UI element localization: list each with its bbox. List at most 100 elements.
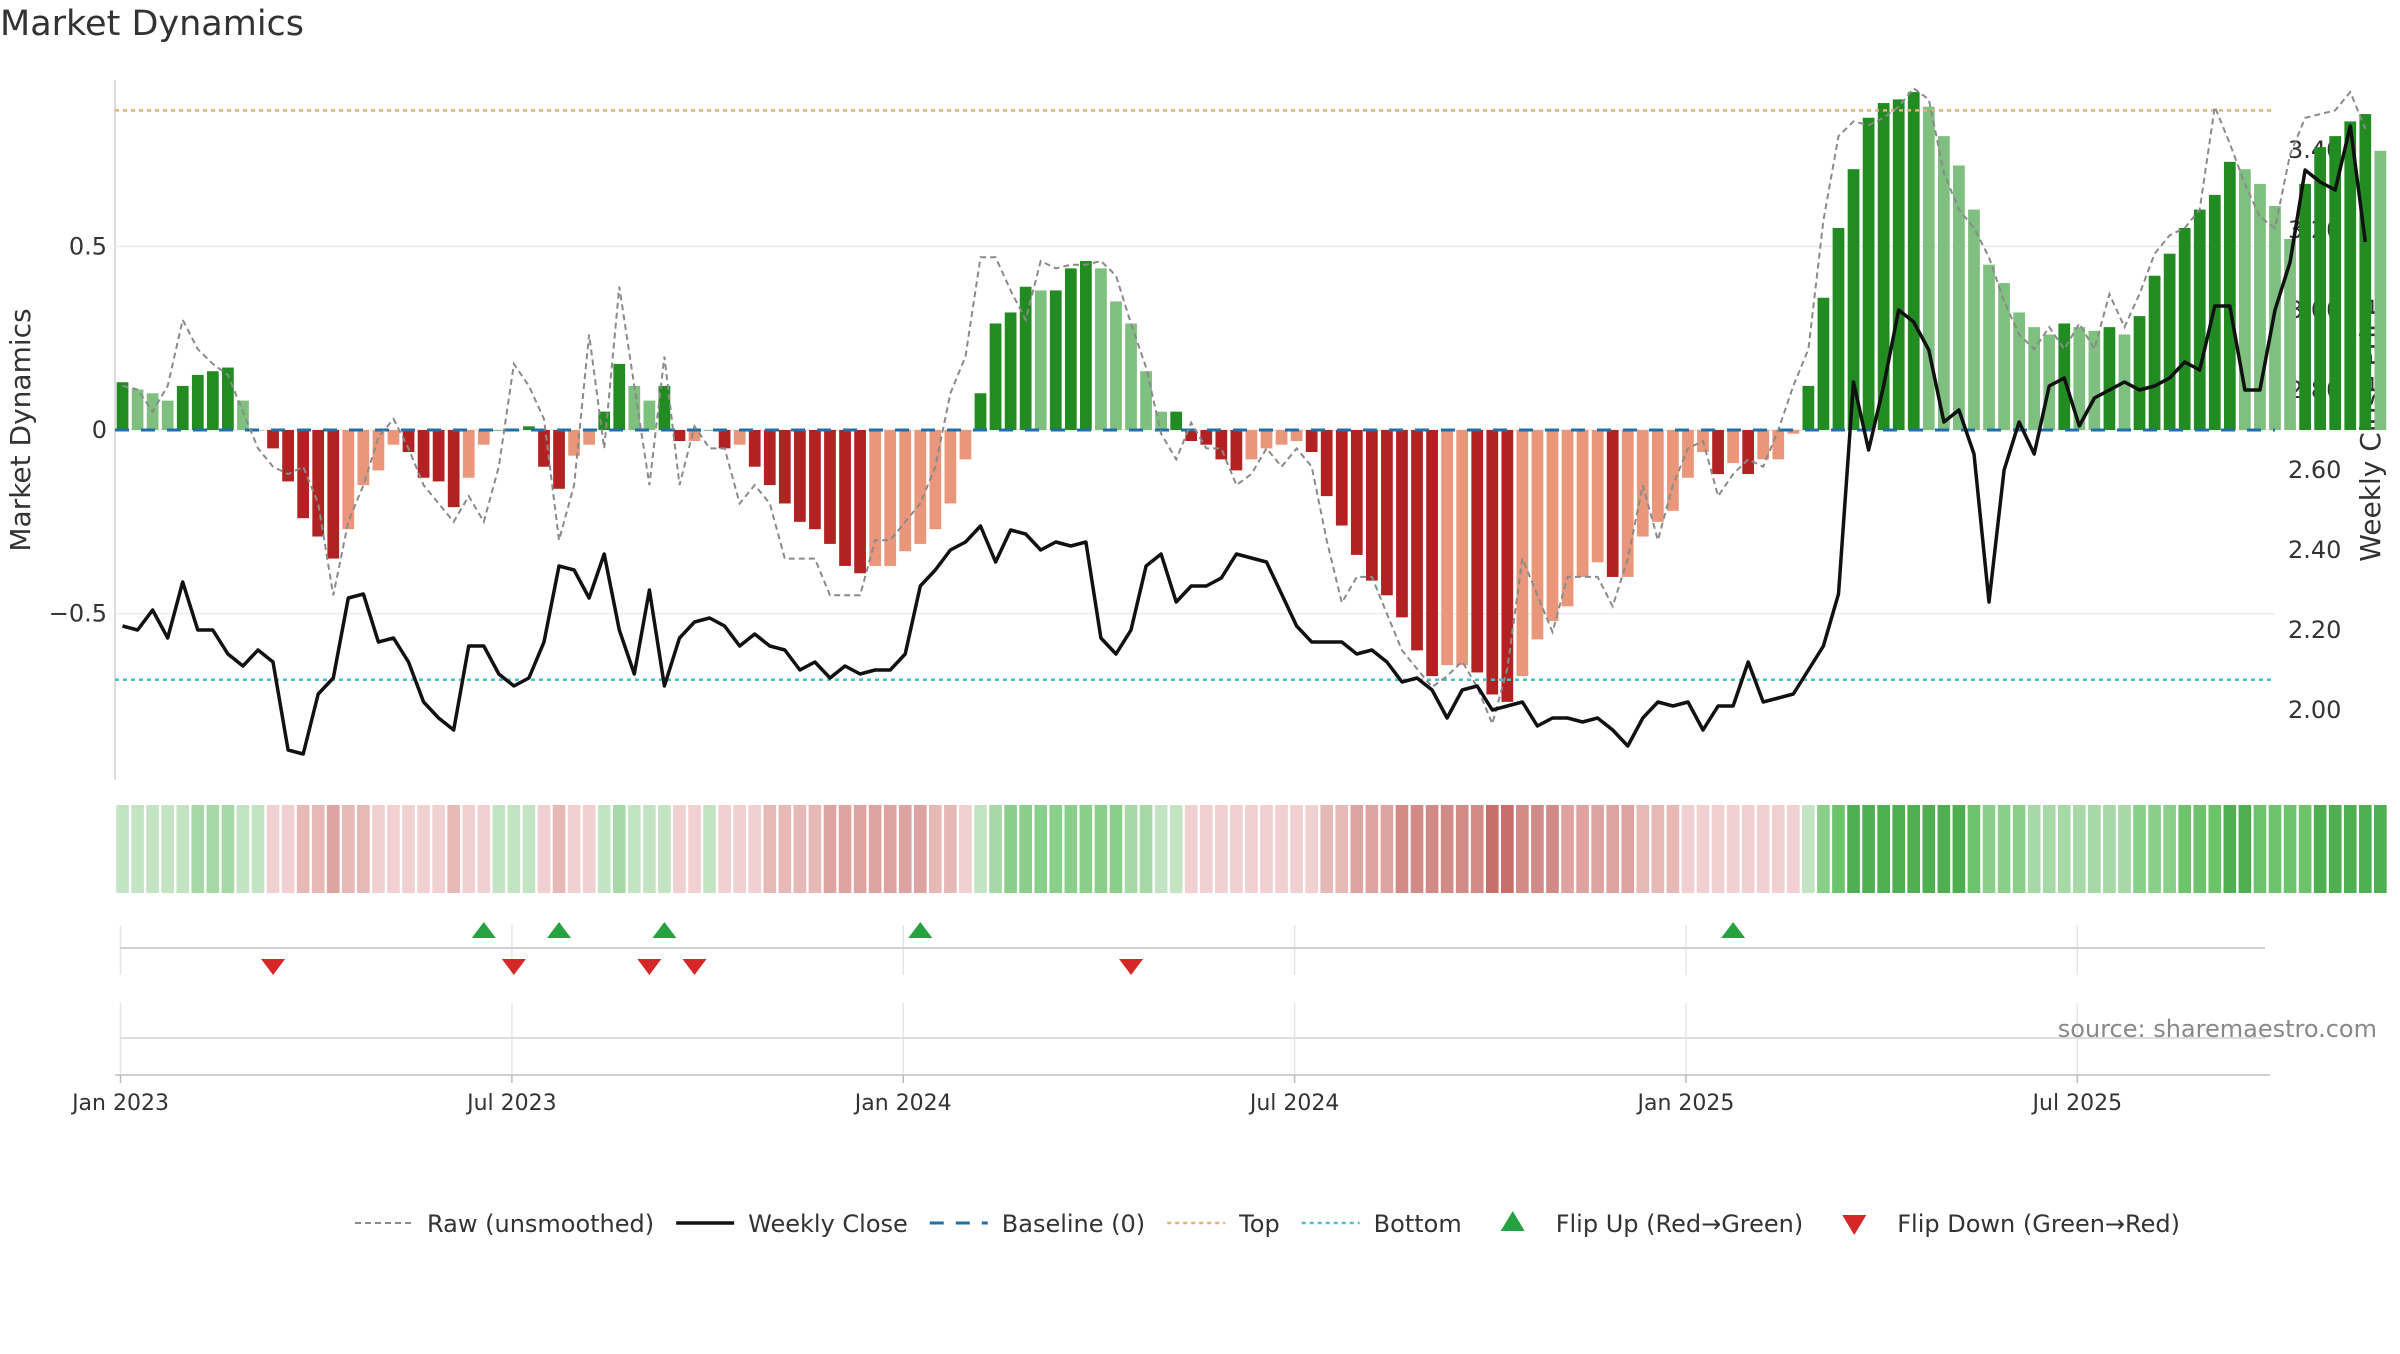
market-dynamics-bar [1381, 430, 1393, 596]
market-dynamics-bar [116, 382, 129, 430]
strip-cell [2343, 805, 2357, 893]
legend-label: Flip Down (Green→Red) [1897, 1210, 2180, 1238]
flip-up-marker [652, 922, 677, 938]
strip-cell [2313, 805, 2327, 893]
market-dynamics-bar [809, 430, 821, 530]
market-dynamics-bar [1080, 261, 1092, 430]
strip-cell [1455, 805, 1469, 893]
strip-cell [2088, 805, 2101, 893]
strip-cell [853, 805, 867, 893]
market-dynamics-bar [914, 430, 927, 544]
strip-cell [2358, 805, 2372, 893]
market-dynamics-bar [824, 430, 836, 544]
strip-cell [1109, 805, 1123, 893]
strip-cell [1079, 805, 1093, 893]
market-dynamics-bar [1064, 268, 1077, 430]
market-dynamics-bar [1516, 430, 1529, 677]
strip-cell [1470, 805, 1484, 893]
market-dynamics-bar [477, 430, 490, 445]
market-dynamics-bar [1953, 165, 1965, 431]
strip-cell [1335, 805, 1349, 893]
strip-cell [703, 805, 716, 893]
strip-cell [1802, 805, 1815, 893]
market-dynamics-bar [372, 430, 385, 471]
market-dynamics-bar [1275, 430, 1288, 445]
legend-label: Flip Up (Red→Green) [1556, 1210, 1804, 1238]
strip-cell [1681, 805, 1695, 893]
strip-cell [989, 805, 1002, 893]
market-dynamics-bar [1682, 430, 1694, 478]
strip-cell [1275, 805, 1288, 893]
strip-cell [1245, 805, 1258, 893]
weekly-close-line [122, 124, 2368, 756]
strip-cell [326, 805, 340, 893]
strip-cell [597, 805, 611, 893]
strip-cell [462, 805, 476, 893]
market-dynamics-bar [1621, 430, 1634, 577]
strip-cell [1892, 805, 1906, 893]
market-dynamics-bar [2359, 114, 2372, 430]
strip-cell [1847, 805, 1860, 893]
market-dynamics-bar [1441, 430, 1453, 666]
market-dynamics-bar [2344, 121, 2357, 430]
strip-cell [236, 805, 250, 893]
strip-cell [131, 805, 144, 893]
strip-cell [1410, 805, 1424, 893]
strip-cell [733, 805, 746, 893]
market-dynamics-bar [1712, 430, 1724, 475]
strip-cell [673, 805, 686, 893]
market-dynamics-bar [583, 430, 596, 445]
strip-cell [537, 805, 551, 893]
strip-cell [357, 805, 370, 893]
y2-tick-label: 2.60 [2288, 456, 2341, 484]
market-dynamics-bar [1501, 430, 1514, 702]
market-dynamics-bar [658, 385, 671, 430]
strip-cell [1516, 805, 1529, 893]
x-tick-label: Jan 2023 [70, 1091, 169, 1116]
x-tick-label: Jul 2025 [2031, 1091, 2123, 1116]
market-dynamics-bar [974, 393, 987, 430]
legend-label: Weekly Close [748, 1210, 908, 1238]
y2-tick-label: 2.40 [2288, 536, 2341, 564]
x-tick-label: Jan 2024 [853, 1091, 952, 1116]
market-dynamics-bar [794, 430, 806, 522]
market-dynamics-bar [733, 430, 746, 445]
strip-cell [191, 805, 205, 893]
market-dynamics-bar [2239, 169, 2251, 431]
strip-cell [266, 805, 280, 893]
flip-up-marker [1721, 922, 1746, 938]
market-dynamics-bar [1576, 430, 1589, 577]
market-dynamics-bar [1968, 209, 1980, 430]
market-dynamics-bar [1742, 430, 1755, 475]
strip-cell [1546, 805, 1559, 893]
market-dynamics-bar [1651, 430, 1664, 522]
strip-cell [1365, 805, 1379, 893]
market-dynamics-bar [2043, 334, 2056, 430]
strip-cell [718, 805, 731, 893]
market-dynamics-bar [1456, 430, 1469, 666]
market-dynamics-bar [553, 430, 565, 489]
strip-cell [2148, 805, 2161, 893]
strip-cell [688, 805, 701, 893]
market-dynamics-bar [1546, 430, 1559, 622]
strip-cell [1787, 805, 1800, 893]
legend-label: Bottom [1374, 1210, 1462, 1238]
market-dynamics-bar [1034, 290, 1047, 430]
strip-cell [311, 805, 325, 893]
strip-cell [387, 805, 400, 893]
market-dynamics-bar [854, 430, 866, 574]
market-dynamics-bar [1727, 430, 1739, 464]
strip-cell [1425, 805, 1439, 893]
y-axis-label: Market Dynamics [4, 308, 37, 551]
strip-cell [1666, 805, 1680, 893]
market-dynamics-bar [1095, 268, 1107, 430]
strip-cell [1049, 805, 1063, 893]
strip-cell [838, 805, 852, 893]
market-dynamics-bar [1486, 430, 1499, 695]
strip-cell [1169, 805, 1183, 893]
strip-cell [868, 805, 882, 893]
strip-cell [1576, 805, 1589, 893]
market-dynamics-bar [2314, 147, 2327, 430]
flip-down-marker [501, 959, 526, 975]
strip-cell [432, 805, 445, 893]
